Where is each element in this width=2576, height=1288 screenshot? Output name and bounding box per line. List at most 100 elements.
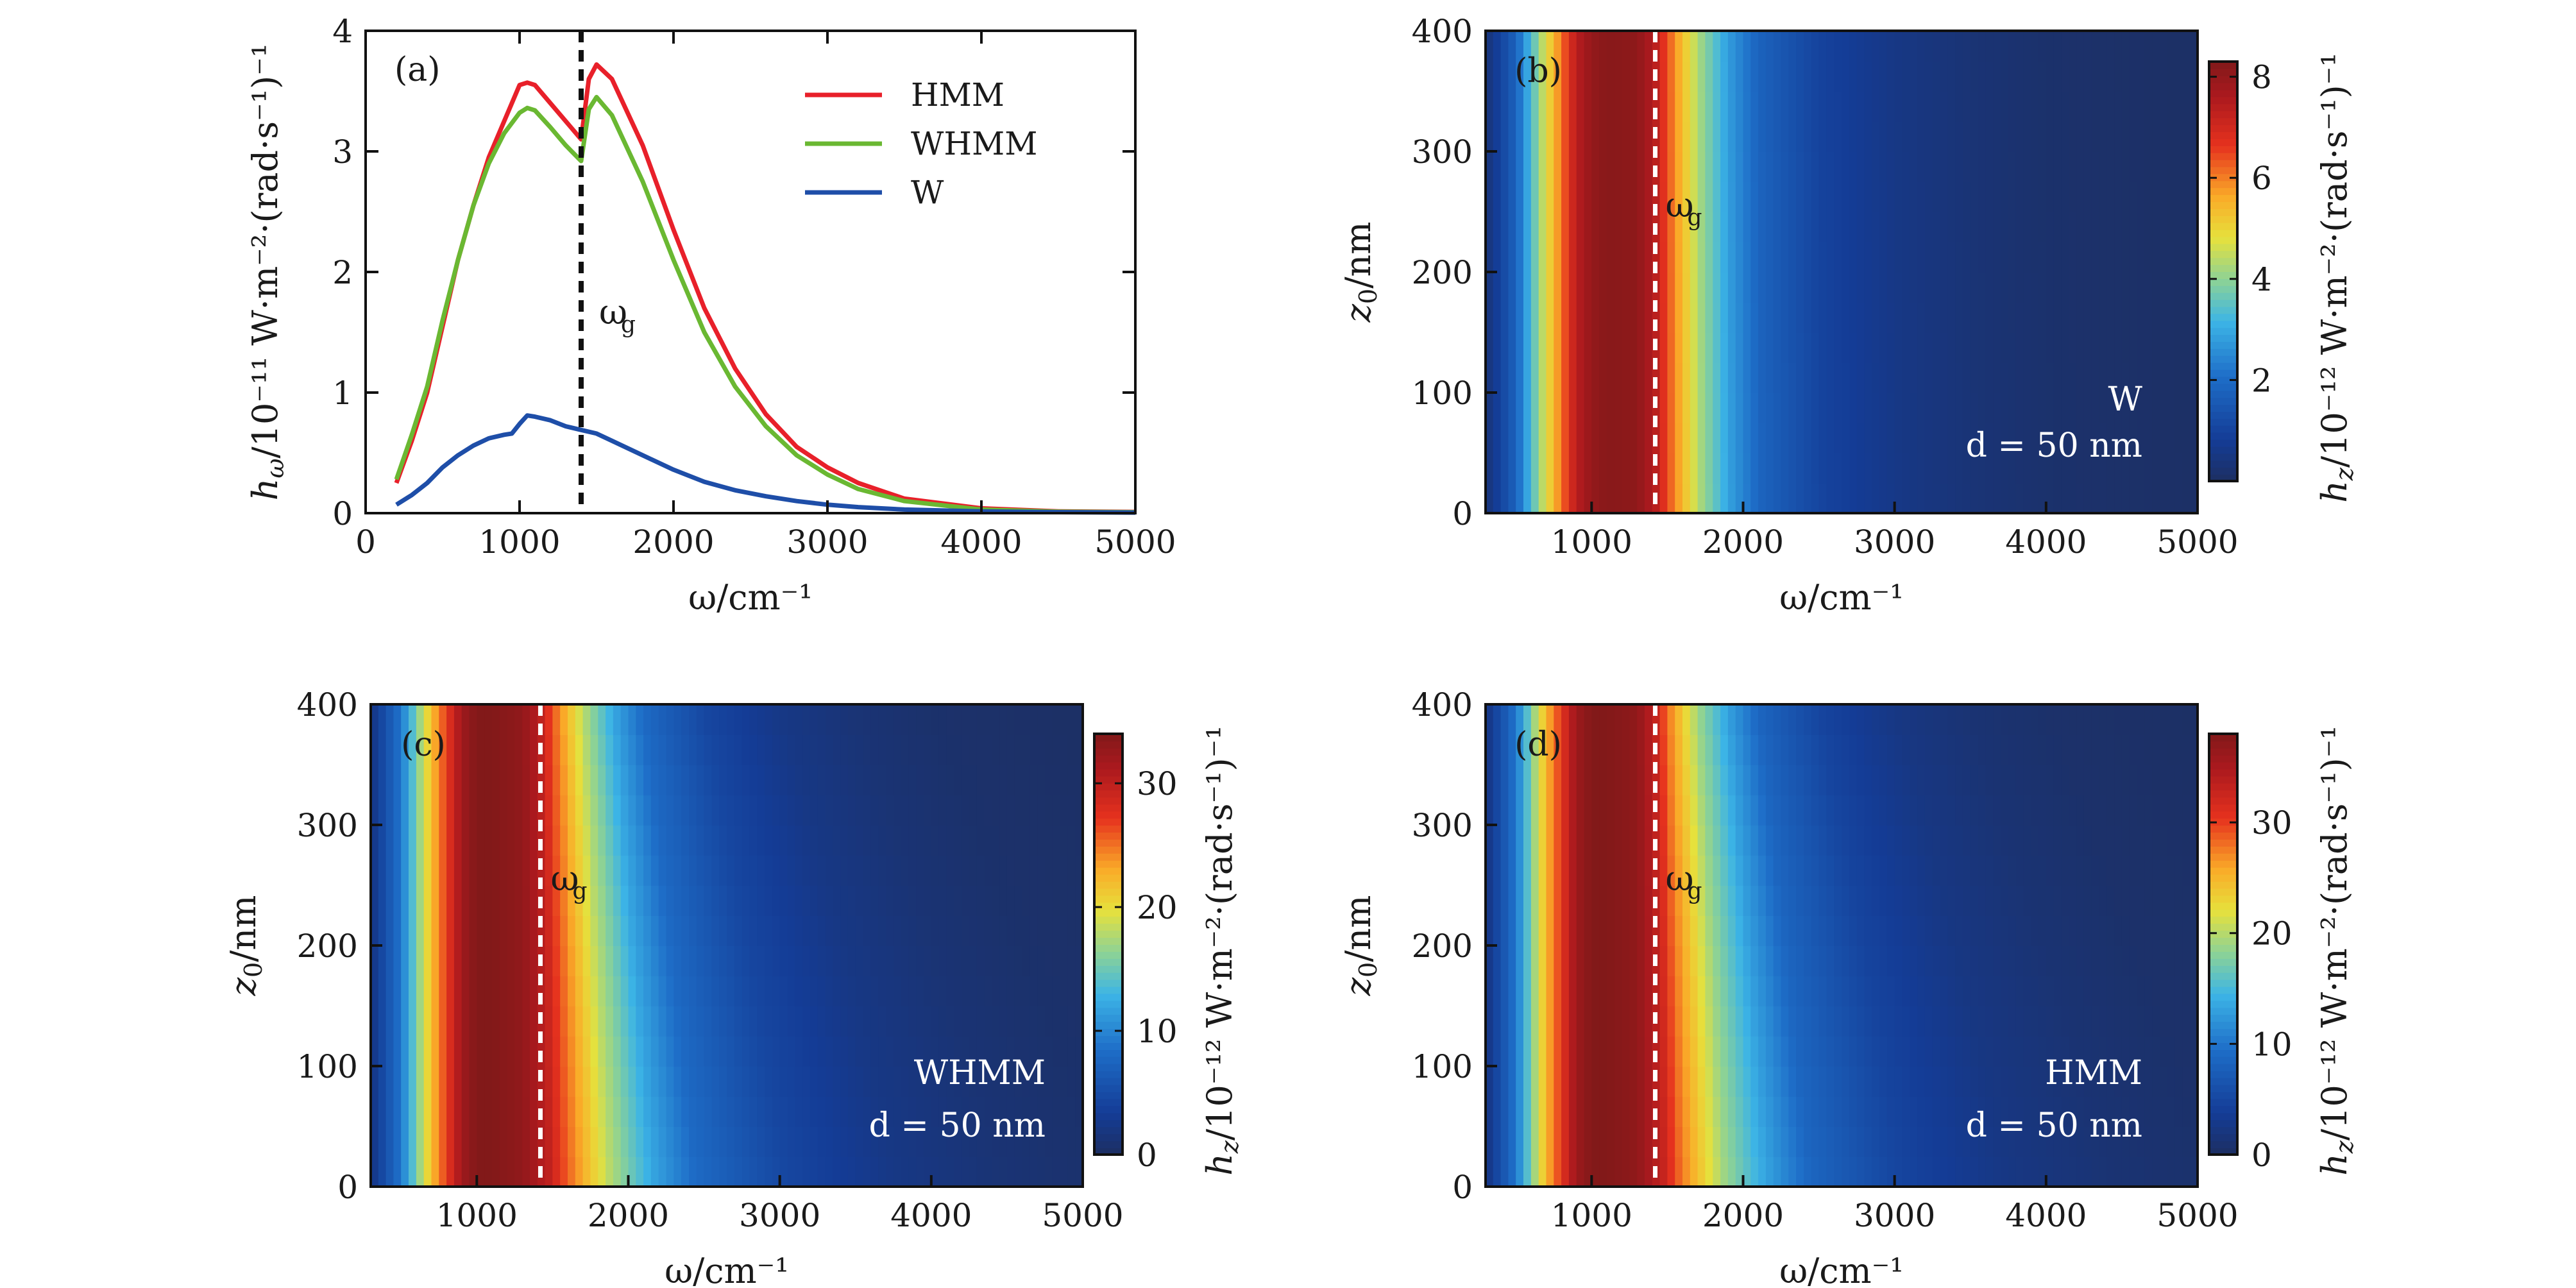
heatmap-cell xyxy=(1523,1006,1532,1037)
heatmap-cell xyxy=(658,1066,667,1097)
heatmap-cell xyxy=(1584,302,1593,333)
heatmap-cell xyxy=(1713,483,1722,514)
colorbar-segment xyxy=(2209,923,2237,931)
heatmap-cell xyxy=(2061,734,2070,765)
heatmap-cell xyxy=(1932,121,1941,152)
heatmap-cell xyxy=(704,976,713,1006)
heatmap-cell xyxy=(650,885,659,916)
heatmap-cell xyxy=(840,1066,849,1097)
heatmap-cell xyxy=(833,885,842,916)
heatmap-cell xyxy=(765,1126,773,1157)
heatmap-cell xyxy=(1629,1066,1638,1097)
heatmap-cell xyxy=(1546,423,1555,453)
heatmap-cell xyxy=(666,1036,675,1067)
colorbar-segment xyxy=(2209,131,2237,139)
heatmap-cell xyxy=(401,795,409,826)
heatmap-cell xyxy=(431,855,440,886)
heatmap-cell xyxy=(1546,453,1555,484)
heatmap-cell xyxy=(1486,302,1494,333)
heatmap-cell xyxy=(1045,704,1053,735)
heatmap-cell xyxy=(1765,825,1774,856)
heatmap-cell xyxy=(954,855,963,886)
heatmap-cell xyxy=(916,915,924,946)
heatmap-cell xyxy=(2137,825,2146,856)
heatmap-cell xyxy=(2152,885,2160,916)
heatmap-cell xyxy=(423,795,432,826)
heatmap-cell xyxy=(2053,483,2062,514)
heatmap-cell xyxy=(1075,795,1083,826)
heatmap-cell xyxy=(1561,362,1570,393)
heatmap-cell xyxy=(2083,885,2092,916)
heatmap-cell xyxy=(1599,765,1607,795)
heatmap-cell xyxy=(1826,423,1835,453)
heatmap-cell xyxy=(1052,1096,1061,1127)
heatmap-cell xyxy=(1052,704,1061,735)
colorbar-segment xyxy=(2209,166,2237,174)
heatmap-cell xyxy=(1014,825,1023,856)
heatmap-cell xyxy=(938,795,947,826)
heatmap-cell xyxy=(1864,795,1873,826)
heatmap-cell xyxy=(886,855,894,886)
heatmap-cell xyxy=(1826,1157,1835,1187)
heatmap-cell xyxy=(2167,393,2176,423)
heatmap-cell xyxy=(1508,61,1517,92)
heatmap-cell xyxy=(1675,362,1683,393)
heatmap-cell xyxy=(931,765,940,795)
panel-d-heatmap xyxy=(1486,704,2198,1187)
heatmap-cell xyxy=(1622,31,1631,62)
heatmap-cell xyxy=(787,885,796,916)
heatmap-cell xyxy=(650,1096,659,1127)
heatmap-cell xyxy=(719,855,727,886)
heatmap-cell xyxy=(976,855,985,886)
heatmap-cell xyxy=(620,1096,629,1127)
panel-a-axes: 0 1000 2000 3000 4000 500001234ω/cm⁻¹hω/10⁻¹¹… xyxy=(245,13,1176,618)
heatmap-cell xyxy=(1842,121,1850,152)
heatmap-cell xyxy=(1508,453,1517,484)
heatmap-cell xyxy=(1910,734,1919,765)
heatmap-cell xyxy=(2099,362,2108,393)
heatmap-cell xyxy=(1818,151,1827,182)
heatmap-cell xyxy=(1622,483,1631,514)
heatmap-cell xyxy=(855,1157,864,1187)
heatmap-cell xyxy=(1690,1157,1699,1187)
heatmap-cell xyxy=(916,1126,924,1157)
heatmap-cell xyxy=(620,855,629,886)
heatmap-cell xyxy=(1546,272,1555,303)
heatmap-cell xyxy=(772,704,781,735)
heatmap-cell xyxy=(696,734,705,765)
heatmap-cell xyxy=(1682,976,1691,1006)
heatmap-cell xyxy=(1516,1036,1524,1067)
heatmap-cell xyxy=(1591,212,1600,242)
heatmap-cell xyxy=(643,1157,652,1187)
heatmap-cell xyxy=(1720,423,1729,453)
heatmap-cell xyxy=(1546,91,1555,122)
heatmap-cell xyxy=(560,1096,568,1127)
heatmap-cell xyxy=(658,976,667,1006)
heatmap-cell xyxy=(1697,855,1706,886)
colorbar-segment xyxy=(1094,734,1123,741)
heatmap-cell xyxy=(2046,855,2055,886)
colorbar-segment xyxy=(2209,383,2237,391)
colorbar-segment xyxy=(2209,96,2237,105)
heatmap-cell xyxy=(1849,1157,1858,1187)
heatmap-cell xyxy=(636,795,645,826)
heatmap-cell xyxy=(1682,483,1691,514)
heatmap-cell xyxy=(1894,393,1903,423)
heatmap-cell xyxy=(416,1006,425,1037)
heatmap-cell xyxy=(734,1006,743,1037)
heatmap-cell xyxy=(658,945,667,976)
heatmap-cell xyxy=(1682,1126,1691,1157)
heatmap-cell xyxy=(1993,1096,2001,1127)
heatmap-cell xyxy=(1902,483,1911,514)
heatmap-cell xyxy=(1781,1036,1790,1067)
heatmap-cell xyxy=(2008,1096,2017,1127)
heatmap-cell xyxy=(1629,91,1638,122)
heatmap-cell xyxy=(1645,976,1653,1006)
heatmap-cell xyxy=(1538,182,1547,212)
heatmap-cell xyxy=(1765,704,1774,735)
heatmap-cell xyxy=(1781,1157,1790,1187)
heatmap-cell xyxy=(1924,61,1933,92)
heatmap-cell xyxy=(2008,885,2017,916)
heatmap-cell xyxy=(924,795,932,826)
heatmap-cell xyxy=(749,734,758,765)
